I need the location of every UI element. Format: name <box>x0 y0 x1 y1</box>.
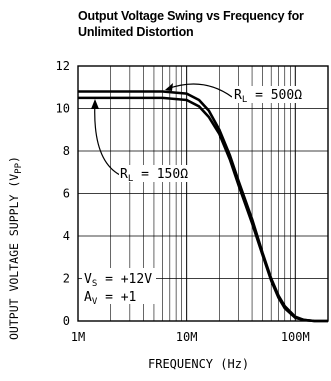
y-tick-label: 4 <box>63 229 70 243</box>
x-tick-label: 1M <box>71 330 85 344</box>
av-label: AV = +1 <box>84 290 136 307</box>
rl500-arrowhead <box>165 83 173 91</box>
chart-title: Output Voltage Swing vs Frequency for Un… <box>78 8 328 40</box>
y-tick-label: 8 <box>63 144 70 158</box>
rl500-label-bg <box>232 86 324 103</box>
x-tick-label: 10M <box>176 330 198 344</box>
rl500-label: RL = 500Ω <box>234 88 302 105</box>
y-tick-label: 10 <box>56 102 70 116</box>
rl150-label-bg <box>119 165 205 182</box>
y-tick-label: 0 <box>63 314 70 328</box>
rl500-arrow <box>166 83 233 98</box>
rl150-label: RL = 150Ω <box>120 167 188 184</box>
series-line-rl150 <box>78 96 328 323</box>
y-axis-label: OUTPUT VOLTAGE SUPPLY (VPP) <box>7 156 24 340</box>
rl150-arrow <box>94 100 121 176</box>
plot-frame <box>77 65 329 322</box>
x-tick-label: 100M <box>281 330 310 344</box>
series-lines <box>78 90 328 323</box>
x-tick-labels: 1M 10M 100M <box>71 330 310 344</box>
y-tick-labels: 0 2 4 6 8 10 12 <box>56 59 70 328</box>
x-axis-label: FREQUENCY (Hz) <box>148 357 250 371</box>
y-tick-label: 12 <box>56 59 70 73</box>
y-tick-label: 6 <box>63 187 70 201</box>
vs-label: VS = +12V <box>84 272 152 289</box>
conditions-label-bg <box>82 268 156 304</box>
chart-title-line-1: Output Voltage Swing vs Frequency for <box>78 9 304 23</box>
y-tick-label: 2 <box>63 272 70 286</box>
rl150-arrowhead <box>91 99 99 109</box>
chart-title-line-2: Unlimited Distortion <box>78 25 194 39</box>
